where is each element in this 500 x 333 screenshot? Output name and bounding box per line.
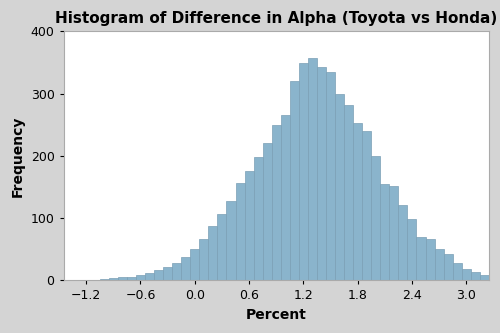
Bar xyxy=(136,275,145,280)
Y-axis label: Frequency: Frequency xyxy=(11,115,25,196)
Bar xyxy=(434,249,444,280)
Bar xyxy=(398,205,407,280)
Bar xyxy=(172,263,181,280)
Bar xyxy=(462,269,471,280)
Bar xyxy=(208,226,218,280)
Bar xyxy=(344,105,353,280)
Bar xyxy=(471,272,480,280)
Bar xyxy=(236,182,244,280)
Bar xyxy=(498,278,500,280)
Bar xyxy=(154,270,163,280)
Bar xyxy=(371,156,380,280)
Bar xyxy=(163,267,172,280)
Bar xyxy=(290,81,299,280)
Bar xyxy=(254,157,262,280)
Bar xyxy=(390,186,398,280)
Bar xyxy=(408,219,416,280)
Bar xyxy=(200,239,208,280)
Bar xyxy=(326,72,335,280)
Bar xyxy=(317,67,326,280)
Bar xyxy=(444,253,452,280)
Bar xyxy=(353,123,362,280)
Bar xyxy=(452,263,462,280)
Bar xyxy=(127,277,136,280)
Bar xyxy=(181,257,190,280)
Bar xyxy=(226,201,235,280)
Bar xyxy=(109,278,118,280)
X-axis label: Percent: Percent xyxy=(246,308,306,322)
Bar xyxy=(190,249,200,280)
Title: Histogram of Difference in Alpha (Toyota vs Honda): Histogram of Difference in Alpha (Toyota… xyxy=(55,11,498,26)
Bar xyxy=(380,184,390,280)
Bar xyxy=(272,125,281,280)
Bar xyxy=(335,94,344,280)
Bar xyxy=(416,237,426,280)
Bar xyxy=(426,239,434,280)
Bar xyxy=(480,275,489,280)
Bar xyxy=(281,116,290,280)
Bar xyxy=(262,144,272,280)
Bar xyxy=(308,58,317,280)
Bar xyxy=(218,214,226,280)
Bar xyxy=(100,279,109,280)
Bar xyxy=(299,63,308,280)
Bar xyxy=(118,277,127,280)
Bar xyxy=(362,131,371,280)
Bar xyxy=(145,273,154,280)
Bar xyxy=(244,171,254,280)
Bar xyxy=(489,277,498,280)
